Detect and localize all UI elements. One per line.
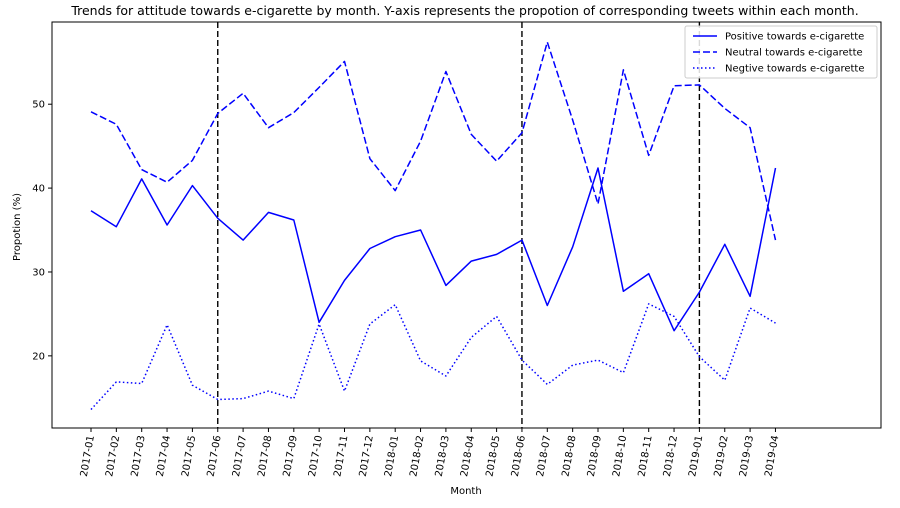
x-tick-label: 2017-09	[282, 435, 300, 478]
x-tick-label: 2018-08	[561, 435, 579, 478]
x-tick-label: 2018-01	[383, 435, 401, 478]
series-line-3	[90, 303, 776, 411]
x-tick-label: 2017-11	[332, 435, 350, 478]
y-tick-label: 20	[32, 351, 45, 362]
x-tick-label: 2018-02	[408, 435, 426, 478]
x-tick-label: 2018-04	[459, 435, 477, 478]
x-tick-label: 2018-07	[535, 435, 553, 478]
x-tick-label: 2018-03	[434, 435, 452, 478]
plot-area: 20 30 40 50 2017-01 2017-02 2017-03 2017-04 2017…	[32, 21, 882, 478]
x-tick-label: 2017-01	[79, 435, 97, 478]
x-tick-label: 2017-08	[256, 435, 274, 478]
legend-label: Negtive towards e-cigarette	[725, 64, 865, 75]
series-line-1	[90, 167, 777, 332]
x-tick-label: 2017-06	[206, 435, 224, 478]
x-tick-label: 2019-01	[687, 435, 705, 478]
y-axis-label: Propotion (%)	[12, 193, 23, 261]
x-tick-label: 2018-11	[637, 435, 655, 478]
x-tick-label: 2017-03	[130, 435, 148, 478]
x-tick-label: 2017-12	[358, 435, 376, 478]
x-tick-label: 2018-06	[510, 435, 528, 478]
x-tick-label: 2018-09	[586, 435, 604, 478]
x-tick-label: 2017-02	[104, 435, 122, 478]
chart-title: Trends for attitude towards e-cigarette …	[70, 3, 858, 18]
x-tick-label: 2018-10	[611, 435, 629, 478]
plot-frame	[51, 21, 882, 429]
legend: Positive towards e-cigarette Neutral towa…	[684, 25, 878, 79]
x-tick-label: 2018-12	[662, 435, 680, 478]
legend-label: Positive towards e-cigarette	[725, 32, 864, 43]
x-tick-label: 2017-04	[155, 435, 173, 478]
y-tick-label: 40	[32, 184, 45, 195]
x-tick-label: 2019-03	[738, 435, 756, 478]
y-tick-label: 30	[32, 267, 45, 278]
legend-label: Neutral towards e-cigarette	[725, 48, 863, 59]
series-line-2	[90, 41, 777, 241]
x-axis-label: Month	[450, 486, 481, 497]
x-tick-label: 2018-05	[484, 435, 502, 478]
x-tick-label: 2017-07	[231, 435, 249, 478]
x-tick-label: 2017-10	[307, 435, 325, 478]
y-tick-label: 50	[32, 100, 45, 111]
x-tick-label: 2019-04	[763, 435, 781, 478]
x-tick-label: 2017-05	[180, 435, 198, 478]
x-tick-label: 2019-02	[713, 435, 731, 478]
legend-box	[684, 25, 878, 79]
